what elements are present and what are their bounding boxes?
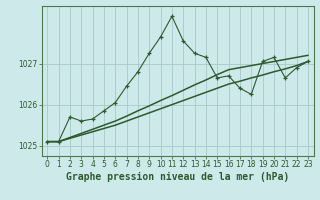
X-axis label: Graphe pression niveau de la mer (hPa): Graphe pression niveau de la mer (hPa)	[66, 172, 289, 182]
